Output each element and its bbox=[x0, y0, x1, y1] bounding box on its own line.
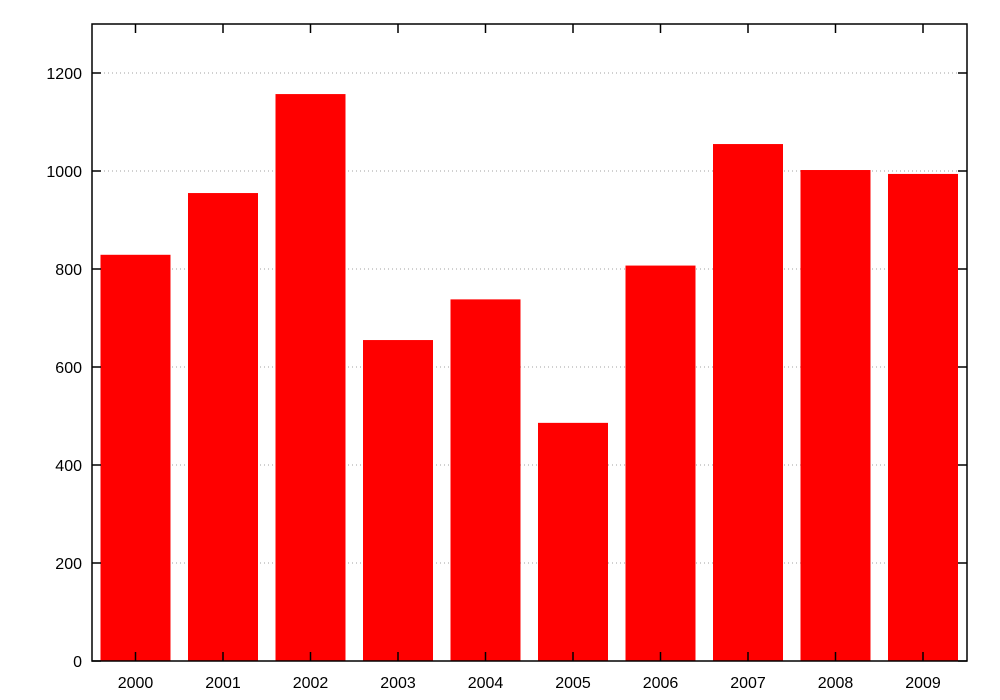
x-tick-label-2006: 2006 bbox=[643, 675, 679, 692]
x-tick-label-2002: 2002 bbox=[293, 675, 329, 692]
y-tick-label-0: 0 bbox=[73, 654, 82, 671]
bar-2000 bbox=[100, 254, 171, 662]
x-tick-label-2001: 2001 bbox=[205, 675, 241, 692]
bar-2001 bbox=[188, 193, 258, 662]
x-axis: 2000 2001 2002 2003 2004 2005 2006 2007 2008 2009 bbox=[118, 24, 941, 692]
bar-2009 bbox=[888, 173, 958, 661]
y-tick-label-1200: 1200 bbox=[46, 66, 82, 83]
x-tick-label-2005: 2005 bbox=[555, 675, 591, 692]
bars bbox=[100, 94, 958, 662]
x-tick-label-2000: 2000 bbox=[118, 675, 154, 692]
y-tick-label-600: 600 bbox=[55, 360, 82, 377]
bar-2005 bbox=[538, 422, 608, 661]
y-tick-label-200: 200 bbox=[55, 556, 82, 573]
y-axis: 0 200 400 600 800 1000 1200 bbox=[46, 66, 967, 671]
plot-frame bbox=[91, 23, 968, 662]
bar-2004 bbox=[450, 299, 521, 661]
x-tick-label-2003: 2003 bbox=[380, 675, 416, 692]
bar-2007 bbox=[713, 144, 783, 662]
bar-2003 bbox=[363, 340, 433, 661]
x-tick-label-2009: 2009 bbox=[905, 675, 941, 692]
y-tick-label-1000: 1000 bbox=[46, 164, 82, 181]
bar-2008 bbox=[800, 170, 871, 661]
bar-2006 bbox=[625, 265, 696, 661]
bar-2002 bbox=[275, 94, 346, 661]
x-tick-label-2004: 2004 bbox=[468, 675, 504, 692]
y-tick-label-400: 400 bbox=[55, 458, 82, 475]
y-tick-label-800: 800 bbox=[55, 262, 82, 279]
x-tick-label-2008: 2008 bbox=[818, 675, 854, 692]
x-tick-label-2007: 2007 bbox=[730, 675, 766, 692]
